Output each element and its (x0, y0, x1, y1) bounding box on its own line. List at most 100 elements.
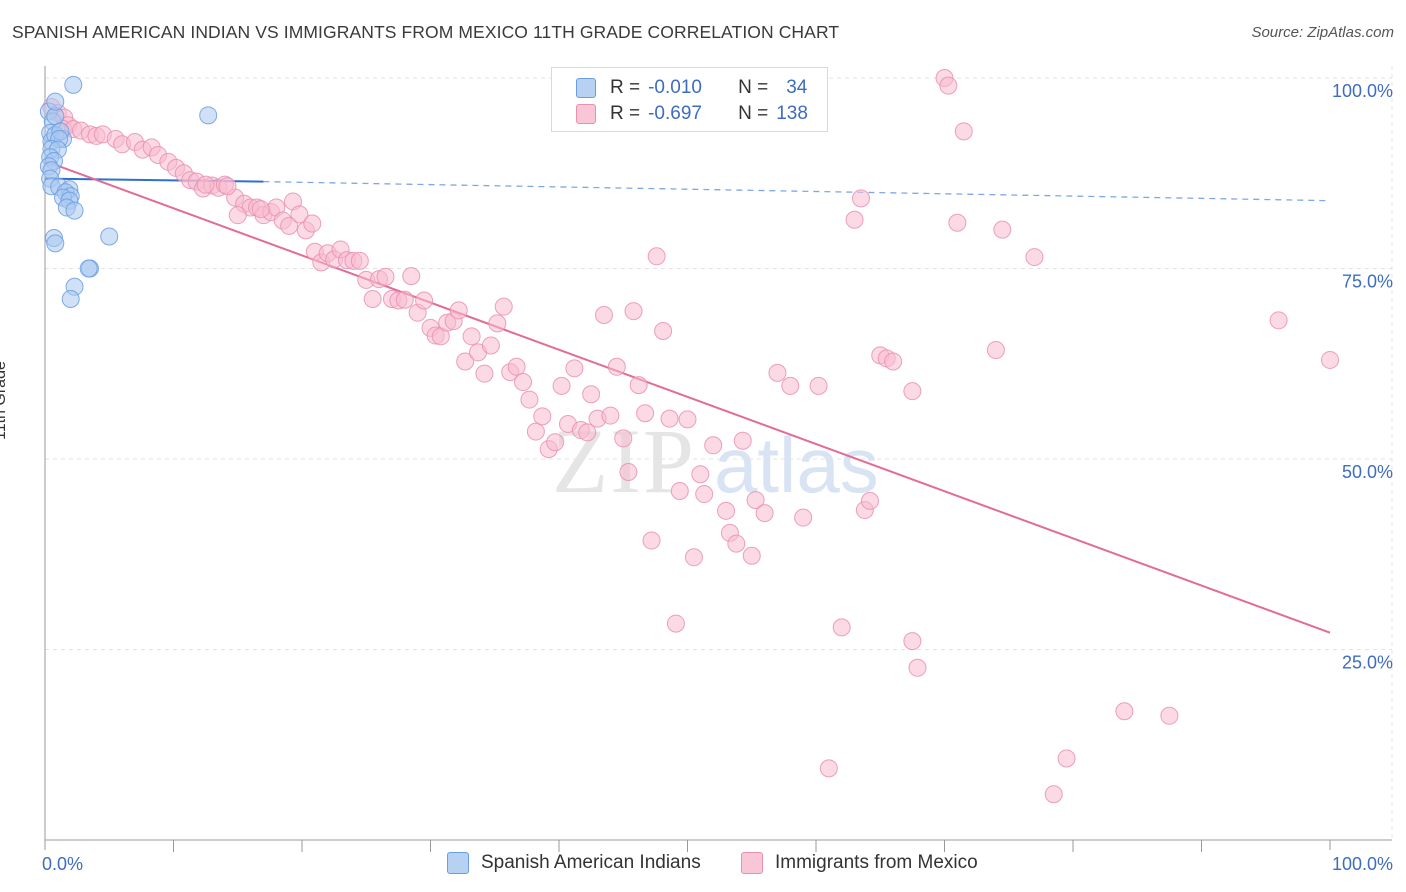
point-immigrants-from-mexico (678, 410, 697, 429)
bottom-legend-spanish-american-indians: Spanish American Indians (447, 852, 701, 874)
point-immigrants-from-mexico (601, 406, 620, 425)
point-spanish-american-indians (199, 106, 218, 125)
point-immigrants-from-mexico (303, 214, 322, 233)
point-immigrants-from-mexico (733, 431, 752, 450)
y-tick-labels: 100.0% 75.0% 50.0% 25.0% (1332, 81, 1393, 673)
correlation-legend: R = -0.010 N = 34 R = -0.697 N = 138 (551, 67, 828, 132)
y-tick-label: 75.0% (1342, 272, 1393, 292)
point-immigrants-from-mexico (565, 359, 584, 378)
point-immigrants-from-mexico (488, 314, 507, 333)
legend-swatch-pink (576, 104, 596, 124)
point-immigrants-from-mexico (884, 352, 903, 371)
point-immigrants-from-mexico (948, 213, 967, 232)
point-immigrants-from-mexico (395, 290, 414, 309)
point-immigrants-from-mexico (1160, 706, 1179, 725)
point-immigrants-from-mexico (1025, 248, 1044, 267)
point-immigrants-from-mexico (684, 548, 703, 567)
point-immigrants-from-mexico (350, 251, 369, 270)
point-immigrants-from-mexico (1044, 785, 1063, 804)
legend-n-label: N = (738, 77, 769, 98)
point-immigrants-from-mexico (594, 305, 613, 324)
point-spanish-american-indians (100, 227, 119, 246)
point-immigrants-from-mexico (1057, 749, 1076, 768)
bottom-legend-swatch-blue (447, 852, 469, 874)
y-axis-label: 11th Grade (0, 361, 9, 440)
point-immigrants-from-mexico (614, 429, 633, 448)
point-immigrants-from-mexico (376, 267, 395, 286)
point-immigrants-from-mexico (526, 422, 545, 441)
point-immigrants-from-mexico (704, 436, 723, 455)
point-immigrants-from-mexico (939, 76, 958, 95)
point-immigrants-from-mexico (1115, 702, 1134, 721)
point-immigrants-from-mexico (809, 376, 828, 395)
point-spanish-american-indians (46, 234, 65, 253)
point-immigrants-from-mexico (666, 614, 685, 633)
legend-swatch-blue (576, 78, 596, 98)
point-immigrants-from-mexico (845, 210, 864, 229)
point-immigrants-from-mexico (781, 376, 800, 395)
point-immigrants-from-mexico (520, 390, 539, 409)
point-immigrants-from-mexico (860, 491, 879, 510)
point-immigrants-from-mexico (546, 433, 565, 452)
point-immigrants-from-mexico (494, 297, 513, 316)
point-immigrants-from-mexico (196, 175, 215, 194)
point-immigrants-from-mexico (851, 189, 870, 208)
point-immigrants-from-mexico (717, 501, 736, 520)
point-immigrants-from-mexico (552, 376, 571, 395)
point-immigrants-from-mexico (746, 491, 765, 510)
point-immigrants-from-mexico (654, 321, 673, 340)
legend-r-value: -0.697 (648, 103, 702, 124)
bottom-legend-immigrants-from-mexico: Immigrants from Mexico (741, 852, 978, 874)
point-immigrants-from-mexico (986, 341, 1005, 360)
point-immigrants-from-mexico (755, 504, 774, 523)
point-immigrants-from-mexico (607, 357, 626, 376)
point-immigrants-from-mexico (462, 327, 481, 346)
y-tick-label: 25.0% (1342, 653, 1393, 673)
x-tick-labels: 0.0% 100.0% (42, 854, 1393, 874)
x-tick-label-start: 0.0% (42, 854, 83, 874)
y-tick-label: 100.0% (1332, 81, 1393, 101)
point-immigrants-from-mexico (533, 407, 552, 426)
legend-n-label: N = (738, 103, 769, 124)
point-immigrants-from-mexico (1321, 350, 1339, 369)
point-immigrants-from-mexico (402, 267, 421, 286)
point-immigrants-from-mexico (727, 534, 746, 553)
point-immigrants-from-mexico (670, 482, 689, 501)
point-immigrants-from-mexico (695, 485, 714, 504)
point-immigrants-from-mexico (1269, 311, 1288, 330)
y-tick-label: 50.0% (1342, 462, 1393, 482)
point-immigrants-from-mexico (624, 302, 643, 321)
point-immigrants-from-mexico (514, 373, 533, 392)
point-immigrants-from-mexico (642, 531, 661, 550)
point-immigrants-from-mexico (819, 759, 838, 778)
legend-n-value: 34 (786, 77, 808, 98)
point-immigrants-from-mexico (629, 376, 648, 395)
point-immigrants-from-mexico (449, 301, 468, 320)
point-immigrants-from-mexico (636, 404, 655, 423)
point-spanish-american-indians (61, 289, 80, 308)
legend-r-label: R = (610, 103, 641, 124)
trend-line-extension-spanish-american-indians (263, 180, 1331, 202)
point-spanish-american-indians (65, 201, 84, 220)
point-spanish-american-indians (46, 92, 65, 111)
point-immigrants-from-mexico (481, 336, 500, 355)
bottom-legend-label: Immigrants from Mexico (775, 852, 978, 873)
point-immigrants-from-mexico (507, 357, 526, 376)
chart-title: SPANISH AMERICAN INDIAN VS IMMIGRANTS FR… (12, 22, 840, 42)
point-immigrants-from-mexico (832, 618, 851, 637)
point-spanish-american-indians (79, 259, 98, 278)
legend-r-value: -0.010 (648, 77, 702, 98)
point-immigrants-from-mexico (742, 546, 761, 565)
x-tick-label-end: 100.0% (1332, 854, 1393, 874)
point-immigrants-from-mexico (415, 291, 434, 310)
point-immigrants-from-mexico (280, 216, 299, 235)
legend-row-immigrants-from-mexico: R = -0.697 N = 138 (576, 102, 808, 126)
source-credit: Source: ZipAtlas.com (1251, 24, 1394, 41)
point-immigrants-from-mexico (290, 205, 309, 224)
legend-r-label: R = (610, 77, 641, 98)
point-immigrants-from-mexico (456, 352, 475, 371)
point-immigrants-from-mexico (578, 423, 597, 442)
point-immigrants-from-mexico (691, 465, 710, 484)
point-immigrants-from-mexico (228, 206, 247, 225)
